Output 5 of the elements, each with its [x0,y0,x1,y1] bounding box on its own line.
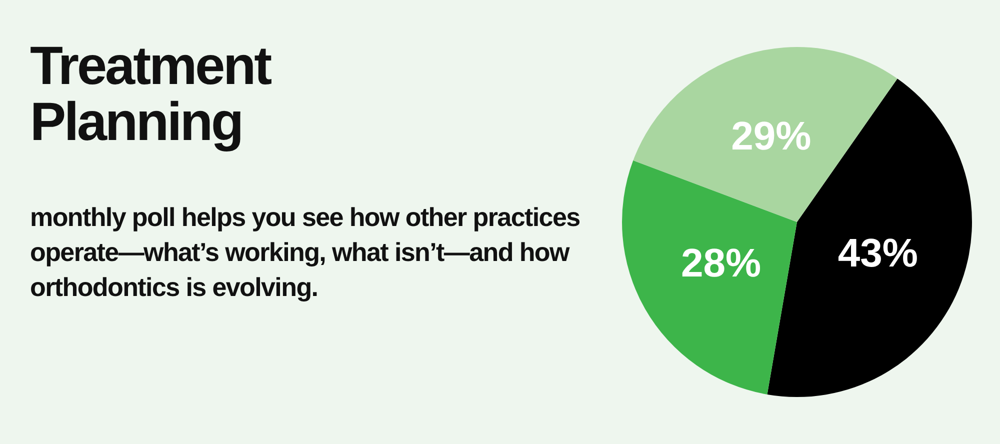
text: Treatment Planning [30,36,272,152]
data-label: 28% [681,242,762,286]
data-label: 43% [838,231,918,276]
text: monthly poll helps you see how other practices operate—what’s working, what isn’t—and how orthodontics is evolving. [30,201,581,304]
data-label: 29% [731,114,812,158]
